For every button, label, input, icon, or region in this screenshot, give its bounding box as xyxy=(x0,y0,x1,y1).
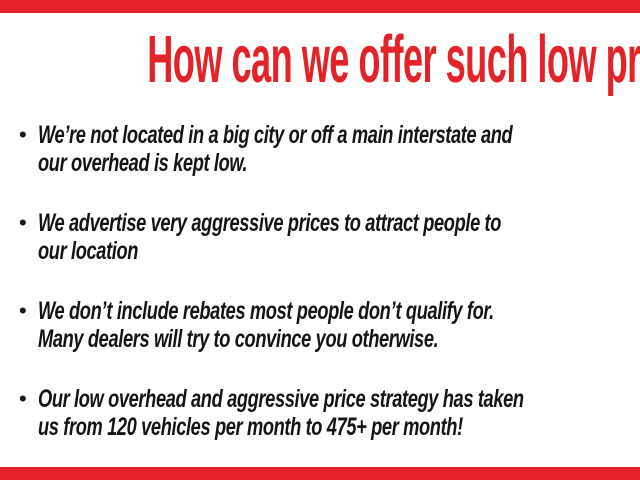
bullet-text: Our low overhead and aggressive price st… xyxy=(38,385,524,441)
list-item: • We don’t include rebates most people d… xyxy=(0,297,640,353)
bullet-text: We advertise very aggressive prices to a… xyxy=(38,209,501,265)
bullet-line: Our low overhead and aggressive price st… xyxy=(38,385,524,413)
bottom-red-bar xyxy=(0,467,640,480)
page-title: How can we offer such low prices? xyxy=(147,22,640,97)
bullet-text: We don’t include rebates most people don… xyxy=(38,297,494,353)
list-item: • We advertise very aggressive prices to… xyxy=(0,209,640,265)
bullet-icon: • xyxy=(19,210,27,235)
bullet-line: our location xyxy=(38,237,139,265)
bullet-icon: • xyxy=(19,386,27,411)
bullet-line: our overhead is kept low. xyxy=(38,149,248,177)
bullet-line: We’re not located in a big city or off a… xyxy=(38,121,513,149)
top-red-bar xyxy=(0,0,640,13)
bullet-line: us from 120 vehicles per month to 475+ p… xyxy=(38,413,463,441)
list-item: • Our low overhead and aggressive price … xyxy=(0,385,640,441)
bullet-text: We’re not located in a big city or off a… xyxy=(38,121,513,177)
bullet-line: Many dealers will try to convince you ot… xyxy=(38,325,439,353)
bullet-icon: • xyxy=(19,298,27,323)
bullet-icon: • xyxy=(19,122,27,147)
reasons-list: • We’re not located in a big city or off… xyxy=(0,121,640,473)
bullet-line: We don’t include rebates most people don… xyxy=(38,297,494,325)
list-item: • We’re not located in a big city or off… xyxy=(0,121,640,177)
bullet-line: We advertise very aggressive prices to a… xyxy=(38,209,502,237)
